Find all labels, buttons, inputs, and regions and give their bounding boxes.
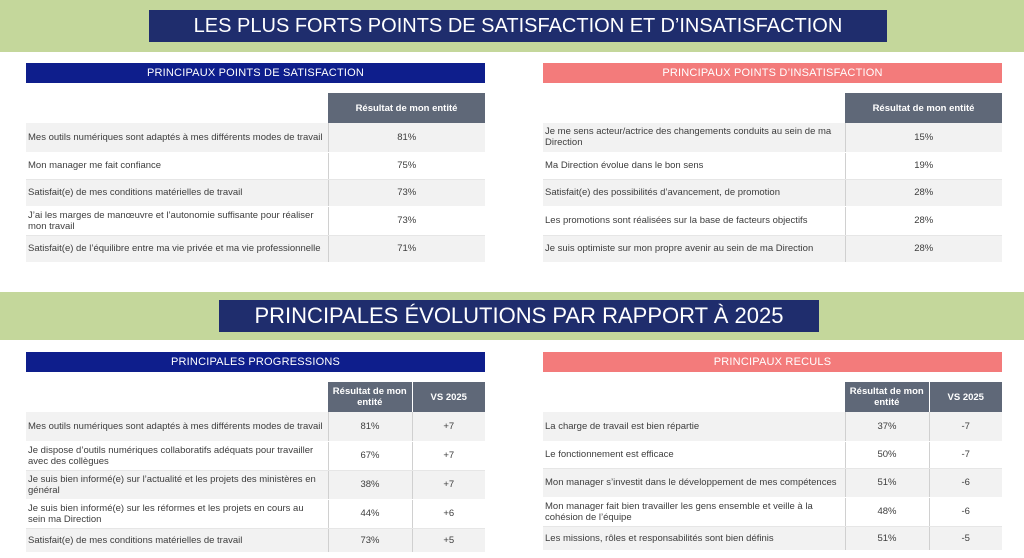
table-row: Je me sens acteur/actrice des changement… xyxy=(543,123,1002,153)
reculs-panel: PRINCIPAUX RECULS Résultat de mon entité… xyxy=(543,352,1002,551)
row-value: 44% xyxy=(327,499,412,529)
section2-title: PRINCIPALES ÉVOLUTIONS PAR RAPPORT À 202… xyxy=(219,300,819,332)
row-label: Les promotions sont réalisées sur la bas… xyxy=(543,206,845,236)
row-label: Les missions, rôles et responsabilités s… xyxy=(543,526,845,551)
table-row: Satisfait(e) des possibilités d’avanceme… xyxy=(543,179,1002,207)
row-label: Je suis bien informé(e) sur l’actualité … xyxy=(26,470,328,500)
row-label: La charge de travail est bien répartie xyxy=(543,412,845,442)
row-delta: -6 xyxy=(928,468,1002,498)
row-value: 71% xyxy=(327,235,485,263)
row-value: 51% xyxy=(844,526,929,551)
row-value: 50% xyxy=(844,441,929,469)
row-label: Satisfait(e) des possibilités d’avanceme… xyxy=(543,179,845,207)
row-value: 28% xyxy=(844,179,1002,207)
table-row: Les promotions sont réalisées sur la bas… xyxy=(543,206,1002,236)
row-value: 73% xyxy=(327,528,412,553)
table-row: Je suis bien informé(e) sur les réformes… xyxy=(26,499,485,529)
row-value: 37% xyxy=(844,412,929,442)
table-row: Je suis optimiste sur mon propre avenir … xyxy=(543,235,1002,263)
table-row: Les missions, rôles et responsabilités s… xyxy=(543,526,1002,551)
satisfaction-header: PRINCIPAUX POINTS DE SATISFACTION xyxy=(26,63,485,83)
reculs-header: PRINCIPAUX RECULS xyxy=(543,352,1002,372)
row-label: Je me sens acteur/actrice des changement… xyxy=(543,123,845,153)
row-value: 28% xyxy=(844,235,1002,263)
row-label: Le fonctionnement est efficace xyxy=(543,441,845,469)
table-row: Satisfait(e) de l’équilibre entre ma vie… xyxy=(26,235,485,263)
row-label: Mon manager s’investit dans le développe… xyxy=(543,468,845,498)
row-value: 48% xyxy=(844,497,929,527)
row-delta: -6 xyxy=(928,497,1002,527)
progressions-table: Résultat de mon entité VS 2025 Mes outil… xyxy=(26,382,485,553)
row-delta: +6 xyxy=(411,499,485,529)
row-value: 67% xyxy=(327,441,412,471)
table-row: Je dispose d’outils numériques collabora… xyxy=(26,441,485,471)
satisfaction-table: Résultat de mon entité Mes outils numéri… xyxy=(26,93,485,263)
row-label: Mon manager fait bien travailler les gen… xyxy=(543,497,845,527)
row-label: Mes outils numériques sont adaptés à mes… xyxy=(26,123,328,153)
table-row: Ma Direction évolue dans le bon sens 19% xyxy=(543,152,1002,180)
insatisfaction-table: Résultat de mon entité Je me sens acteur… xyxy=(543,93,1002,263)
row-value: 81% xyxy=(327,123,485,153)
row-value: 73% xyxy=(327,179,485,207)
row-value: 28% xyxy=(844,206,1002,236)
row-delta: -5 xyxy=(928,526,1002,551)
column-header-result: Résultat de mon entité xyxy=(845,93,1002,123)
column-header-vs: VS 2025 xyxy=(928,382,1002,412)
insatisfaction-panel: PRINCIPAUX POINTS D’INSATISFACTION Résul… xyxy=(543,63,1002,263)
row-label: Mes outils numériques sont adaptés à mes… xyxy=(26,412,328,442)
table-row: Mes outils numériques sont adaptés à mes… xyxy=(26,123,485,153)
row-value: 15% xyxy=(844,123,1002,153)
row-value: 51% xyxy=(844,468,929,498)
row-label: Je dispose d’outils numériques collabora… xyxy=(26,441,328,471)
row-label: Mon manager me fait confiance xyxy=(26,152,328,180)
progressions-header: PRINCIPALES PROGRESSIONS xyxy=(26,352,485,372)
column-header-result: Résultat de mon entité xyxy=(328,382,412,412)
row-value: 75% xyxy=(327,152,485,180)
row-delta: +7 xyxy=(411,412,485,442)
row-delta: +7 xyxy=(411,470,485,500)
table-row: Mon manager s’investit dans le développe… xyxy=(543,468,1002,498)
row-value: 19% xyxy=(844,152,1002,180)
table-row: Je suis bien informé(e) sur l’actualité … xyxy=(26,470,485,500)
insatisfaction-header: PRINCIPAUX POINTS D’INSATISFACTION xyxy=(543,63,1002,83)
table-row: Mon manager fait bien travailler les gen… xyxy=(543,497,1002,527)
table-row: Satisfait(e) de mes conditions matériell… xyxy=(26,179,485,207)
row-label: Satisfait(e) de l’équilibre entre ma vie… xyxy=(26,235,328,263)
row-label: Je suis bien informé(e) sur les réformes… xyxy=(26,499,328,529)
column-header-result: Résultat de mon entité xyxy=(845,382,929,412)
table-row: Le fonctionnement est efficace 50% -7 xyxy=(543,441,1002,469)
column-header-vs: VS 2025 xyxy=(411,382,485,412)
progressions-panel: PRINCIPALES PROGRESSIONS Résultat de mon… xyxy=(26,352,485,553)
row-label: Je suis optimiste sur mon propre avenir … xyxy=(543,235,845,263)
row-delta: -7 xyxy=(928,412,1002,442)
reculs-table: Résultat de mon entité VS 2025 La charge… xyxy=(543,382,1002,551)
row-delta: -7 xyxy=(928,441,1002,469)
table-row: La charge de travail est bien répartie 3… xyxy=(543,412,1002,442)
row-label: Satisfait(e) de mes conditions matériell… xyxy=(26,179,328,207)
row-delta: +5 xyxy=(411,528,485,553)
table-row: Satisfait(e) de mes conditions matériell… xyxy=(26,528,485,553)
table-row: Mes outils numériques sont adaptés à mes… xyxy=(26,412,485,442)
row-label: Satisfait(e) de mes conditions matériell… xyxy=(26,528,328,553)
row-value: 81% xyxy=(327,412,412,442)
row-label: Ma Direction évolue dans le bon sens xyxy=(543,152,845,180)
column-header-result: Résultat de mon entité xyxy=(328,93,485,123)
section1-title: LES PLUS FORTS POINTS DE SATISFACTION ET… xyxy=(149,10,887,42)
row-value: 38% xyxy=(327,470,412,500)
row-value: 73% xyxy=(327,206,485,236)
row-label: J’ai les marges de manœuvre et l’autonom… xyxy=(26,206,328,236)
table-row: Mon manager me fait confiance 75% xyxy=(26,152,485,180)
table-row: J’ai les marges de manœuvre et l’autonom… xyxy=(26,206,485,236)
satisfaction-panel: PRINCIPAUX POINTS DE SATISFACTION Résult… xyxy=(26,63,485,263)
row-delta: +7 xyxy=(411,441,485,471)
